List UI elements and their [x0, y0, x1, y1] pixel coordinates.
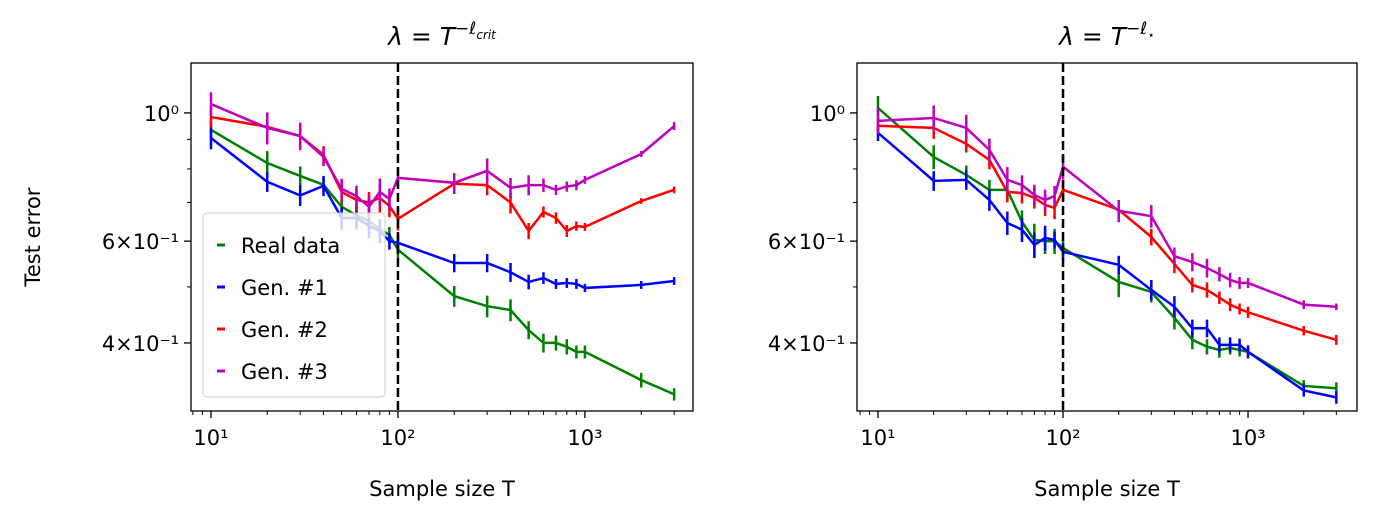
title-part: crit [476, 28, 497, 42]
y-tick-label: 6×10⁻¹ [768, 230, 845, 254]
series-line [877, 124, 1337, 342]
x-tick-label: 10³ [1230, 426, 1265, 450]
y-tick-label: 10⁰ [810, 102, 845, 126]
plot-frame [856, 62, 1358, 412]
y-tick-label: 6×10⁻¹ [102, 230, 179, 254]
plot-frame [190, 62, 694, 412]
legend-label: Gen. #2 [241, 318, 328, 342]
series-line [877, 107, 1337, 390]
series-line [877, 131, 1337, 399]
chart-title: λ = T−ℓ⋆ [1057, 19, 1155, 51]
x-axis-label: Sample size T [1034, 477, 1180, 501]
title-part: −ℓ [455, 19, 476, 39]
chart-title: λ = T−ℓcrit [386, 19, 497, 51]
legend-label: Gen. #3 [241, 360, 328, 384]
y-tick-label: 4×10⁻¹ [768, 332, 845, 356]
x-tick-label: 10¹ [860, 426, 895, 450]
x-tick-label: 10² [380, 426, 415, 450]
series-line [877, 116, 1337, 309]
x-tick-label: 10³ [567, 426, 602, 450]
title-part: λ = T [1057, 22, 1128, 51]
title-part: λ = T [386, 22, 457, 51]
legend-box [202, 212, 386, 398]
legend-label: Gen. #1 [241, 276, 328, 300]
y-axis-label: Test error [21, 187, 45, 287]
x-axis-label: Sample size T [369, 477, 515, 501]
title-part: ⋆ [1147, 28, 1155, 42]
x-tick-label: 10¹ [193, 426, 228, 450]
title-part: −ℓ [1126, 19, 1147, 39]
y-tick-label: 4×10⁻¹ [102, 332, 179, 356]
x-tick-label: 10² [1045, 426, 1080, 450]
y-tick-label: 10⁰ [144, 102, 179, 126]
legend-label: Real data [241, 234, 340, 258]
